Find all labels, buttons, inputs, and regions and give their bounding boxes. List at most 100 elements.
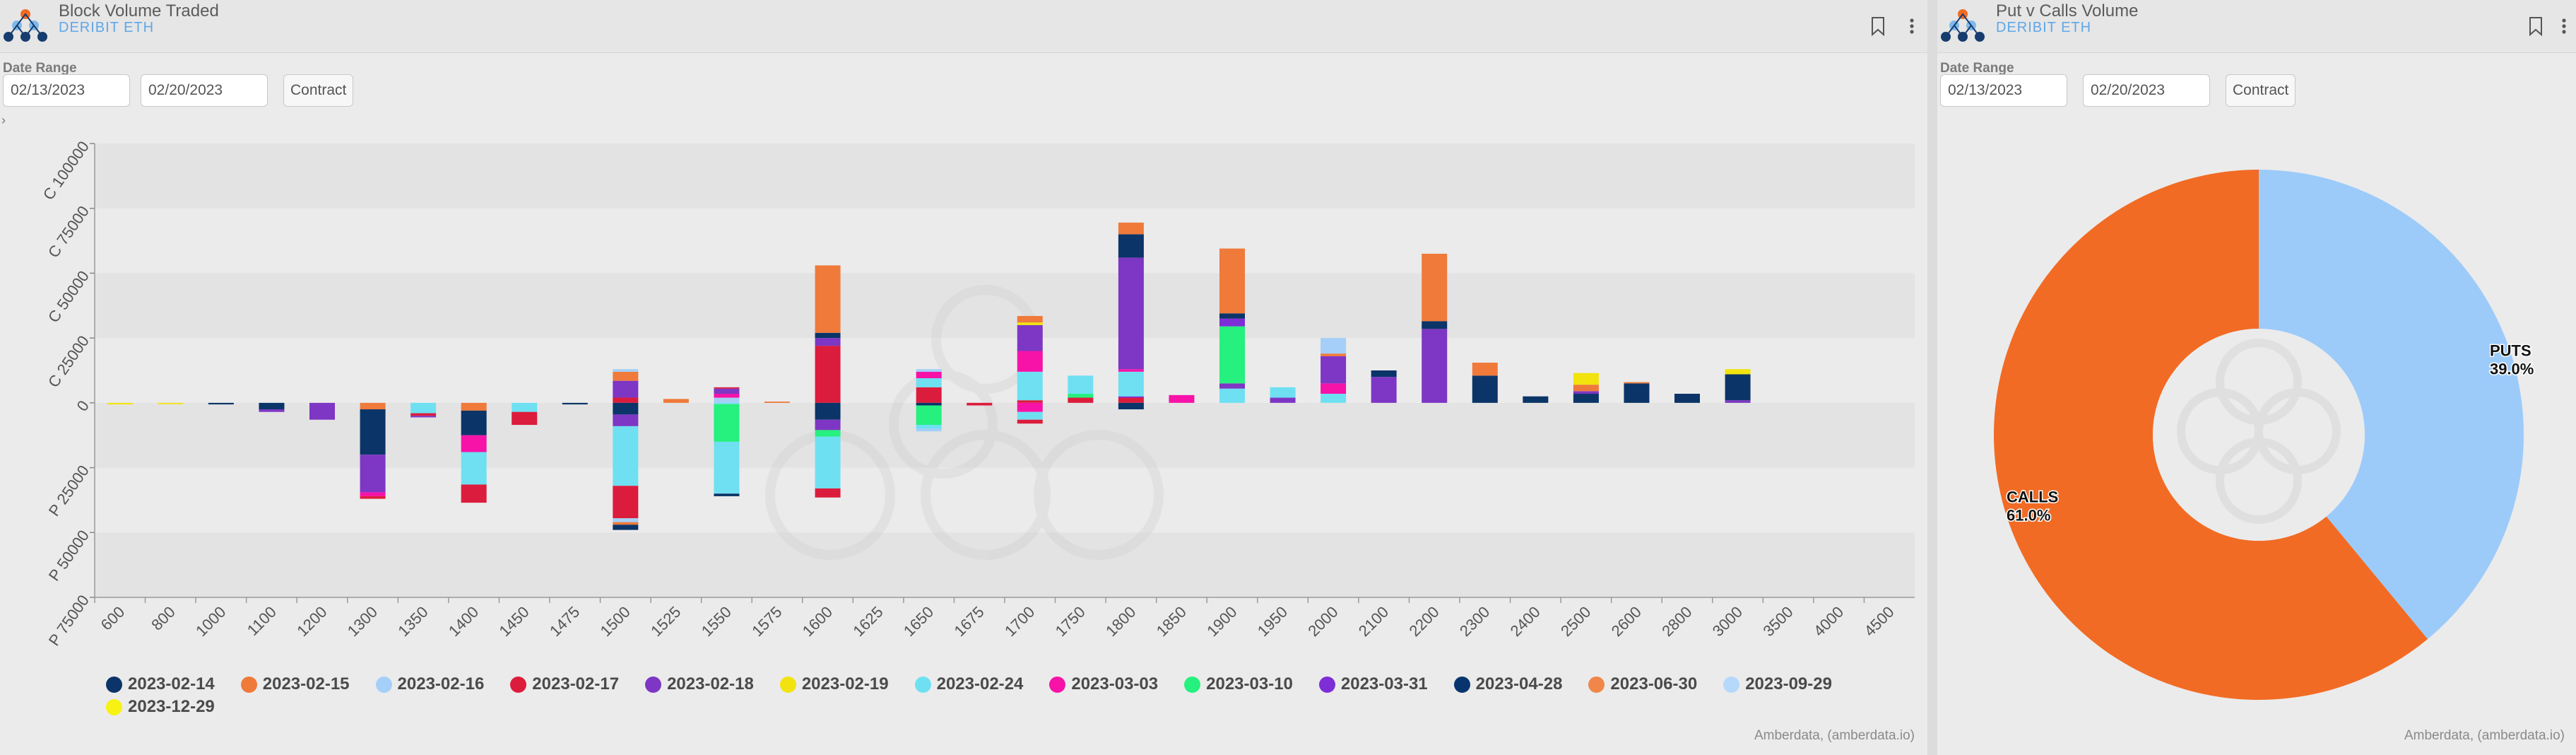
bar-segment[interactable] (764, 402, 790, 403)
more-vertical-icon[interactable] (1900, 13, 1924, 40)
bar-segment[interactable] (562, 402, 588, 405)
bar-segment[interactable] (815, 488, 841, 498)
bar-segment[interactable] (1472, 375, 1498, 403)
legend-item[interactable]: 2023-02-17 (510, 673, 619, 696)
bar-segment[interactable] (613, 369, 639, 372)
bar-segment[interactable] (461, 452, 487, 485)
bar-segment[interactable] (1573, 394, 1599, 403)
bar-segment[interactable] (815, 338, 841, 346)
bar-segment[interactable] (815, 346, 841, 403)
bar-segment[interactable] (613, 518, 639, 522)
bar-segment[interactable] (1321, 356, 1347, 384)
bar-segment[interactable] (916, 428, 942, 432)
legend-item[interactable]: 2023-03-10 (1184, 673, 1293, 696)
bar-segment[interactable] (613, 486, 639, 519)
bar-segment[interactable] (1321, 394, 1347, 403)
bar-segment[interactable] (815, 419, 841, 431)
legend-item[interactable]: 2023-12-29 (106, 696, 215, 718)
legend-item[interactable]: 2023-02-14 (106, 673, 215, 696)
bar-segment[interactable] (1118, 397, 1144, 403)
bar-segment[interactable] (613, 397, 639, 403)
bar-segment[interactable] (1017, 324, 1043, 351)
bar-segment[interactable] (461, 410, 487, 435)
bar-segment[interactable] (1017, 419, 1043, 424)
bar-segment[interactable] (360, 402, 386, 410)
bar-segment[interactable] (1624, 382, 1650, 384)
bar-segment[interactable] (259, 409, 285, 412)
bar-segment[interactable] (1321, 338, 1347, 354)
pie-slice-puts[interactable] (2259, 170, 2524, 639)
bar-segment[interactable] (714, 402, 740, 404)
bookmark-icon[interactable] (1866, 13, 1890, 40)
bar-segment[interactable] (1068, 394, 1094, 398)
contract-button[interactable]: Contract (2226, 74, 2296, 107)
bar-segment[interactable] (613, 525, 639, 530)
bar-segment[interactable] (208, 402, 234, 405)
bar-segment[interactable] (613, 414, 639, 426)
bar-segment[interactable] (916, 371, 942, 379)
bar-segment[interactable] (1422, 329, 1448, 403)
bar-segment[interactable] (410, 416, 437, 418)
bar-segment[interactable] (1017, 322, 1043, 325)
bar-segment[interactable] (410, 402, 437, 414)
expand-caret-icon[interactable]: › (1, 113, 6, 127)
bar-segment[interactable] (613, 371, 639, 381)
bar-segment[interactable] (1725, 374, 1751, 401)
bar-segment[interactable] (1219, 326, 1245, 384)
bar-segment[interactable] (916, 402, 942, 406)
bar-segment[interactable] (714, 493, 740, 496)
bar-segment[interactable] (1270, 387, 1296, 398)
bookmark-icon[interactable] (2524, 13, 2548, 40)
bar-segment[interactable] (1118, 402, 1144, 410)
bar-segment[interactable] (613, 380, 639, 398)
bar-segment[interactable] (1118, 234, 1144, 258)
legend-item[interactable]: 2023-04-28 (1453, 673, 1562, 696)
bar-segment[interactable] (461, 484, 487, 503)
bar-segment[interactable] (360, 492, 386, 496)
bar-segment[interactable] (1118, 369, 1144, 372)
bar-segment[interactable] (1068, 397, 1094, 403)
bar-segment[interactable] (1118, 257, 1144, 370)
more-vertical-icon[interactable] (2552, 13, 2576, 40)
bar-segment[interactable] (1017, 411, 1043, 420)
bar-segment[interactable] (1219, 383, 1245, 389)
bar-segment[interactable] (714, 404, 740, 442)
bar-segment[interactable] (916, 387, 942, 403)
bar-segment[interactable] (1219, 318, 1245, 327)
bar-segment[interactable] (1422, 321, 1448, 329)
bar-segment[interactable] (916, 378, 942, 387)
legend-item[interactable]: 2023-03-03 (1049, 673, 1158, 696)
bar-segment[interactable] (1017, 402, 1043, 412)
bar-segment[interactable] (714, 397, 740, 403)
bar-segment[interactable] (1371, 370, 1397, 378)
bar-segment[interactable] (309, 402, 335, 420)
bar-segment[interactable] (1118, 222, 1144, 235)
bar-segment[interactable] (1573, 391, 1599, 394)
legend-item[interactable]: 2023-03-31 (1318, 673, 1428, 696)
start-date-input[interactable] (3, 74, 130, 107)
contract-button[interactable]: Contract (283, 74, 354, 107)
bar-segment[interactable] (107, 402, 133, 405)
legend-item[interactable]: 2023-02-18 (645, 673, 754, 696)
bar-segment[interactable] (1017, 351, 1043, 372)
bar-segment[interactable] (1674, 394, 1700, 403)
bar-segment[interactable] (815, 436, 841, 488)
bar-segment[interactable] (1725, 400, 1751, 403)
legend-item[interactable]: 2023-02-19 (779, 673, 889, 696)
bar-segment[interactable] (1624, 383, 1650, 403)
bar-segment[interactable] (461, 435, 487, 452)
legend-item[interactable]: 2023-02-16 (375, 673, 484, 696)
bar-segment[interactable] (512, 402, 538, 412)
bar-segment[interactable] (1219, 313, 1245, 319)
bar-segment[interactable] (916, 405, 942, 426)
bar-segment[interactable] (1523, 396, 1549, 403)
bar-segment[interactable] (259, 402, 285, 410)
bar-segment[interactable] (916, 425, 942, 429)
legend-item[interactable]: 2023-09-29 (1723, 673, 1832, 696)
bar-segment[interactable] (1017, 400, 1043, 403)
bar-segment[interactable] (815, 332, 841, 339)
bar-segment[interactable] (815, 402, 841, 420)
bar-segment[interactable] (916, 369, 942, 372)
bar-segment[interactable] (663, 399, 689, 403)
bar-segment[interactable] (714, 394, 740, 398)
